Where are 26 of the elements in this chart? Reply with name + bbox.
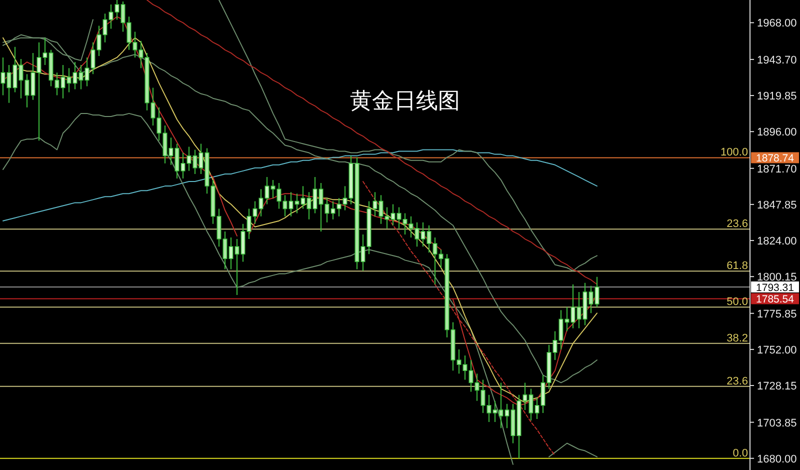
y-tick-label: 1919.85 — [757, 90, 797, 103]
annotation: 61.8 — [726, 260, 748, 272]
y-tick-label: 1968.00 — [757, 18, 797, 30]
annotation: 0.0 — [732, 447, 748, 460]
y-tick-label: 1943.70 — [757, 54, 797, 66]
ref-line-label: 1785.54 — [756, 294, 794, 306]
annotation: 100.0 — [720, 146, 748, 159]
annotation: 23.6 — [726, 218, 748, 230]
annotation: 38.2 — [726, 332, 748, 344]
y-tick-label: 1824.00 — [757, 236, 797, 248]
y-tick-label: 1800.15 — [757, 272, 797, 284]
y-tick-label: 1896.00 — [757, 126, 797, 139]
y-tick-label: 1847.85 — [757, 199, 797, 212]
y-tick-label: 1752.00 — [757, 344, 797, 356]
text: 黄金日线图 — [350, 89, 460, 114]
line-series — [2, 149, 598, 222]
y-tick-label: 1728.15 — [757, 380, 797, 393]
line-series — [146, 0, 598, 285]
ref-line-label: 1793.31 — [756, 282, 794, 294]
y-tick-label: 1680.00 — [757, 453, 797, 466]
annotation: 50.0 — [726, 296, 748, 308]
ref-line-label: 1878.74 — [756, 152, 794, 165]
y-tick-label: 1871.70 — [757, 163, 797, 176]
y-tick-label: 1703.85 — [757, 417, 797, 430]
y-tick-label: 1775.85 — [757, 308, 797, 320]
annotation: 23.6 — [726, 375, 748, 388]
